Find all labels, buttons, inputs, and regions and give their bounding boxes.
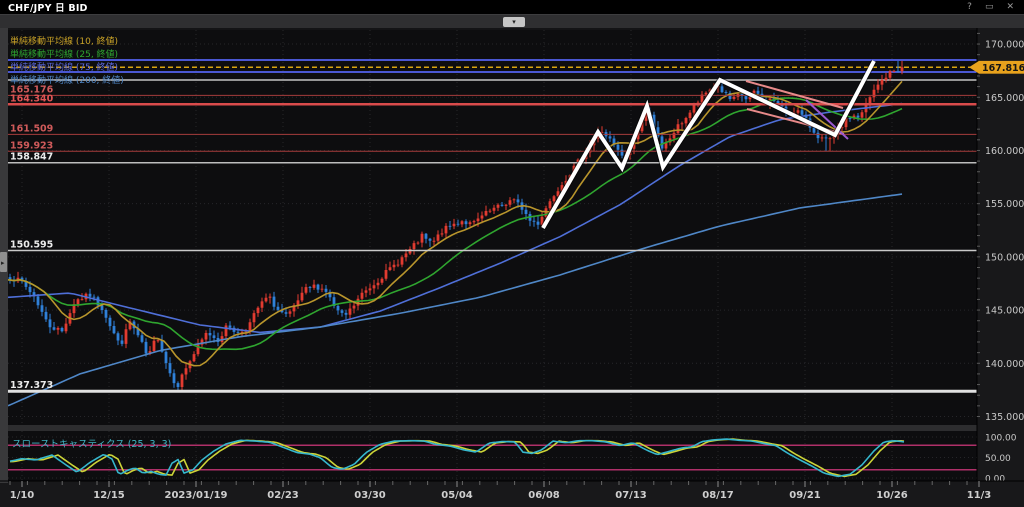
svg-text:50.00: 50.00 (985, 454, 1011, 464)
level-label: 150.595 (10, 240, 53, 251)
close-button[interactable]: ✕ (1006, 2, 1014, 12)
date-axis[interactable] (0, 481, 1024, 507)
level-label: 158.847 (10, 152, 53, 163)
svg-text:150.000: 150.000 (985, 252, 1024, 263)
level-label: 159.923 (10, 140, 53, 151)
level-label: 164.340 (10, 93, 54, 104)
toolbar-collapse-button[interactable]: ▾ (503, 17, 525, 27)
date-tick-label: 05/04 (441, 490, 473, 501)
date-tick-label: 09/21 (789, 490, 821, 501)
svg-text:140.000: 140.000 (985, 359, 1024, 370)
stoch-d-line (10, 438, 905, 478)
stoch-plot[interactable] (8, 431, 977, 481)
svg-text:160.000: 160.000 (985, 146, 1024, 157)
level-label: 165.176 (10, 84, 54, 95)
date-tick-label: 10/26 (876, 490, 908, 501)
date-tick-label: 2023/01/19 (165, 490, 228, 501)
svg-text:155.000: 155.000 (985, 199, 1024, 210)
stoch-layers (8, 438, 977, 478)
price-axis[interactable] (977, 28, 1024, 481)
restore-button[interactable]: ▭ (984, 2, 994, 12)
trendline[interactable] (745, 80, 844, 109)
svg-text:167.816: 167.816 (982, 63, 1024, 74)
svg-text:145.000: 145.000 (985, 306, 1024, 317)
sma25-line (8, 97, 903, 351)
zigzag-drawing[interactable] (541, 60, 876, 229)
legend-item[interactable]: 単純移動平均線 (75, 終値) (10, 61, 118, 73)
date-tick-label: 02/23 (267, 490, 299, 501)
date-tick-label: 07/13 (615, 490, 647, 501)
main-plot-layers (8, 59, 977, 407)
sma75-line (8, 102, 903, 334)
stoch-label[interactable]: スローストキャスティクス (25, 3, 3) (12, 439, 171, 450)
svg-text:165.000: 165.000 (985, 93, 1024, 104)
svg-text:170.000: 170.000 (985, 40, 1024, 51)
sma200-line (8, 193, 903, 407)
date-axis-labels: 1/10 12/15 2023/01/19 02/23 03/30 05/04 06/08 0… (0, 480, 1024, 501)
level-label: 161.509 (10, 123, 53, 134)
current-price-tag: 167.816 (969, 60, 1024, 74)
toolbar: ▾ (0, 14, 1024, 28)
title-bar[interactable]: CHF/JPY 日 BID ? ▭ ✕ (0, 0, 1024, 14)
main-plot[interactable] (8, 30, 977, 425)
svg-text:0.00: 0.00 (985, 475, 1005, 485)
splitter[interactable] (8, 425, 977, 431)
legend-item[interactable]: 単純移動平均線 (200, 終値) (10, 74, 124, 86)
help-button[interactable]: ? (967, 2, 972, 12)
date-tick-label: 08/17 (702, 490, 734, 501)
svg-text:100.00: 100.00 (985, 433, 1017, 443)
chevron-down-icon: ▾ (512, 18, 516, 26)
chevron-right-icon: ▸ (1, 259, 5, 267)
level-label: 137.373 (10, 380, 53, 391)
window-title: CHF/JPY 日 BID (8, 3, 88, 14)
legend-item[interactable]: 単純移動平均線 (10, 終値) (10, 35, 118, 47)
date-tick-label: 03/30 (354, 490, 386, 501)
trendline[interactable] (805, 99, 849, 140)
price-axis-labels: 170.000 165.000 160.000 155.000 150.000 145.0… (976, 28, 1024, 485)
left-expander-button[interactable]: ▸ (0, 252, 7, 272)
date-tick-label: 06/08 (528, 490, 560, 501)
date-tick-label: 12/15 (93, 490, 125, 501)
svg-text:135.000: 135.000 (985, 412, 1024, 423)
stoch-k-line (9, 438, 905, 478)
legend-item[interactable]: 単純移動平均線 (25, 終値) (10, 48, 118, 60)
gridlines (8, 30, 977, 481)
date-tick-label: 11/3 (967, 490, 992, 501)
date-tick-label: 1/10 (10, 490, 35, 501)
